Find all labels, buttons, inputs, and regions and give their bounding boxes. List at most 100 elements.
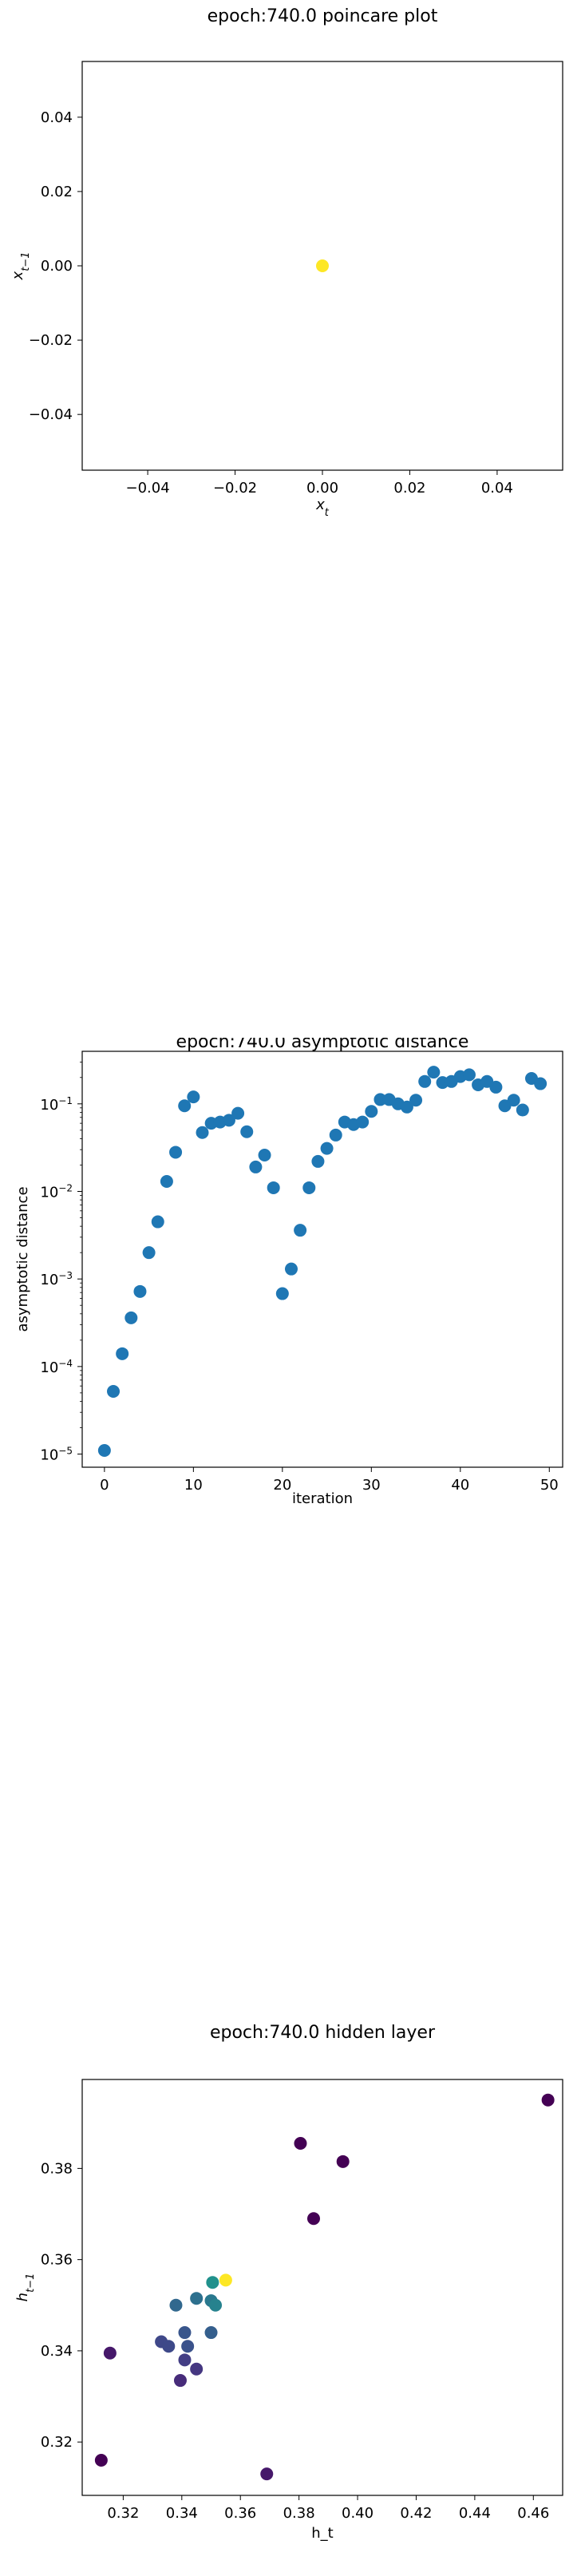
y-tick-label: 0.02 xyxy=(41,184,73,200)
data-point xyxy=(534,1077,547,1090)
data-point xyxy=(151,1215,164,1229)
data-point xyxy=(336,2155,350,2168)
y-tick-label: −0.04 xyxy=(29,406,73,423)
poincare-plot-chart: epoch:740.0 poincare plot −0.04 −0.02 0.00 0… xyxy=(10,6,563,519)
data-point xyxy=(107,1385,121,1399)
y-tick-label: 0.38 xyxy=(41,2160,73,2177)
data-point xyxy=(541,2093,555,2107)
y-axis-label: xt−1 xyxy=(10,252,32,281)
x-tick-label: 10 xyxy=(184,1477,203,1494)
data-point xyxy=(206,2276,219,2289)
data-point xyxy=(374,1093,387,1106)
data-point xyxy=(178,1099,192,1113)
poincare-figure: epoch:740.0 poincare plot −0.04 −0.02 0.00 0… xyxy=(0,0,585,543)
data-point xyxy=(240,1125,254,1138)
data-point xyxy=(356,1115,370,1129)
data-point xyxy=(329,1128,342,1142)
y-axis-label: asymptotic distance xyxy=(14,1186,31,1332)
y-tick-label: 10−3 xyxy=(40,1270,73,1288)
x-tick-label: 0.34 xyxy=(166,2505,198,2522)
data-point xyxy=(133,1284,147,1298)
x-axis-label: h_t xyxy=(311,2525,333,2542)
data-point xyxy=(222,1114,235,1127)
hidden-layer-chart: epoch:740.0 hidden layer 0.32 0.34 0.36 0.38… xyxy=(14,2023,563,2542)
x-tick-label: 0.32 xyxy=(107,2505,139,2522)
data-point xyxy=(365,1105,378,1118)
x-tick-label: 0.00 xyxy=(306,480,338,497)
x-tick-label: 0.04 xyxy=(481,480,513,497)
data-point xyxy=(294,1224,307,1237)
y-tick-label: 0.00 xyxy=(41,258,73,275)
y-axis-label: ht−1 xyxy=(14,2273,37,2302)
data-point xyxy=(162,2340,176,2353)
chart-title: epoch:740.0 poincare plot xyxy=(208,6,438,26)
data-point xyxy=(316,259,329,272)
data-point xyxy=(181,2340,195,2353)
x-tick-label: 20 xyxy=(273,1477,291,1494)
data-point xyxy=(400,1100,413,1114)
data-point xyxy=(258,1148,271,1161)
data-point xyxy=(302,1181,316,1194)
x-tick-label: 0.44 xyxy=(459,2505,491,2522)
x-tick-label: −0.04 xyxy=(126,480,170,497)
data-point xyxy=(418,1074,432,1088)
data-point xyxy=(311,1154,325,1168)
plot-frame xyxy=(81,1051,563,1468)
data-point xyxy=(409,1094,423,1107)
hidden-layer-figure: epoch:740.0 hidden layer 0.32 0.34 0.36 0.38… xyxy=(0,2020,585,2573)
asymptotic-distance-chart: epoch:740.0 asymptotic distance 0 10 20 30 40… xyxy=(14,1032,563,1507)
x-tick-label: 30 xyxy=(362,1477,381,1494)
data-point xyxy=(306,2212,320,2226)
x-tick-label: 50 xyxy=(540,1477,559,1494)
x-tick-label: 40 xyxy=(451,1477,469,1494)
y-tick-label: 10−2 xyxy=(40,1182,73,1201)
chart-title: epoch:740.0 asymptotic distance xyxy=(176,1038,469,1052)
y-tick-label: 10−4 xyxy=(40,1358,73,1376)
data-point xyxy=(187,1090,200,1104)
data-point xyxy=(173,2374,187,2388)
data-point xyxy=(125,1311,138,1324)
data-point xyxy=(260,2467,274,2481)
x-tick-label: 0.42 xyxy=(400,2505,432,2522)
data-point xyxy=(160,1174,173,1188)
data-point xyxy=(116,1347,129,1360)
data-point xyxy=(142,1246,156,1260)
x-tick-label: 0.36 xyxy=(224,2505,256,2522)
y-tick-label: 0.32 xyxy=(41,2434,73,2451)
x-axis-label: iteration xyxy=(292,1490,353,1507)
data-point xyxy=(103,2346,117,2360)
data-point xyxy=(231,1106,245,1120)
y-tick-label: 0.34 xyxy=(41,2343,73,2360)
data-point xyxy=(249,1160,263,1173)
x-tick-label: 0.40 xyxy=(342,2505,374,2522)
data-point xyxy=(190,2362,204,2376)
data-point xyxy=(507,1094,520,1107)
data-point xyxy=(169,1146,183,1159)
data-point xyxy=(219,2273,232,2287)
chart-title: epoch:740.0 hidden layer xyxy=(210,2023,436,2043)
x-axis-label: xt xyxy=(315,497,330,519)
data-point xyxy=(209,2298,223,2312)
data-point xyxy=(320,1142,334,1155)
data-point xyxy=(516,1103,529,1117)
data-point xyxy=(462,1068,476,1082)
x-tick-label: 0 xyxy=(100,1477,109,1494)
data-point xyxy=(94,2454,108,2467)
data-point xyxy=(97,1444,111,1458)
data-point xyxy=(489,1080,503,1094)
data-point xyxy=(178,2353,192,2367)
y-tick-label: 0.04 xyxy=(41,109,73,126)
data-point xyxy=(427,1066,441,1079)
data-point xyxy=(190,2292,204,2305)
plot-frame xyxy=(81,2079,563,2496)
asymptotic-distance-figure: epoch:740.0 asymptotic distance 0 10 20 30 40… xyxy=(0,1032,585,1581)
y-tick-label: 10−1 xyxy=(40,1095,73,1114)
data-point xyxy=(275,1287,289,1300)
x-tick-label: 0.38 xyxy=(283,2505,315,2522)
y-tick-label: −0.02 xyxy=(29,332,73,349)
data-point xyxy=(204,2326,218,2340)
y-tick-label: 0.36 xyxy=(41,2252,73,2269)
data-point xyxy=(178,2326,192,2340)
data-point xyxy=(267,1181,280,1194)
x-tick-label: 0.02 xyxy=(393,480,425,497)
